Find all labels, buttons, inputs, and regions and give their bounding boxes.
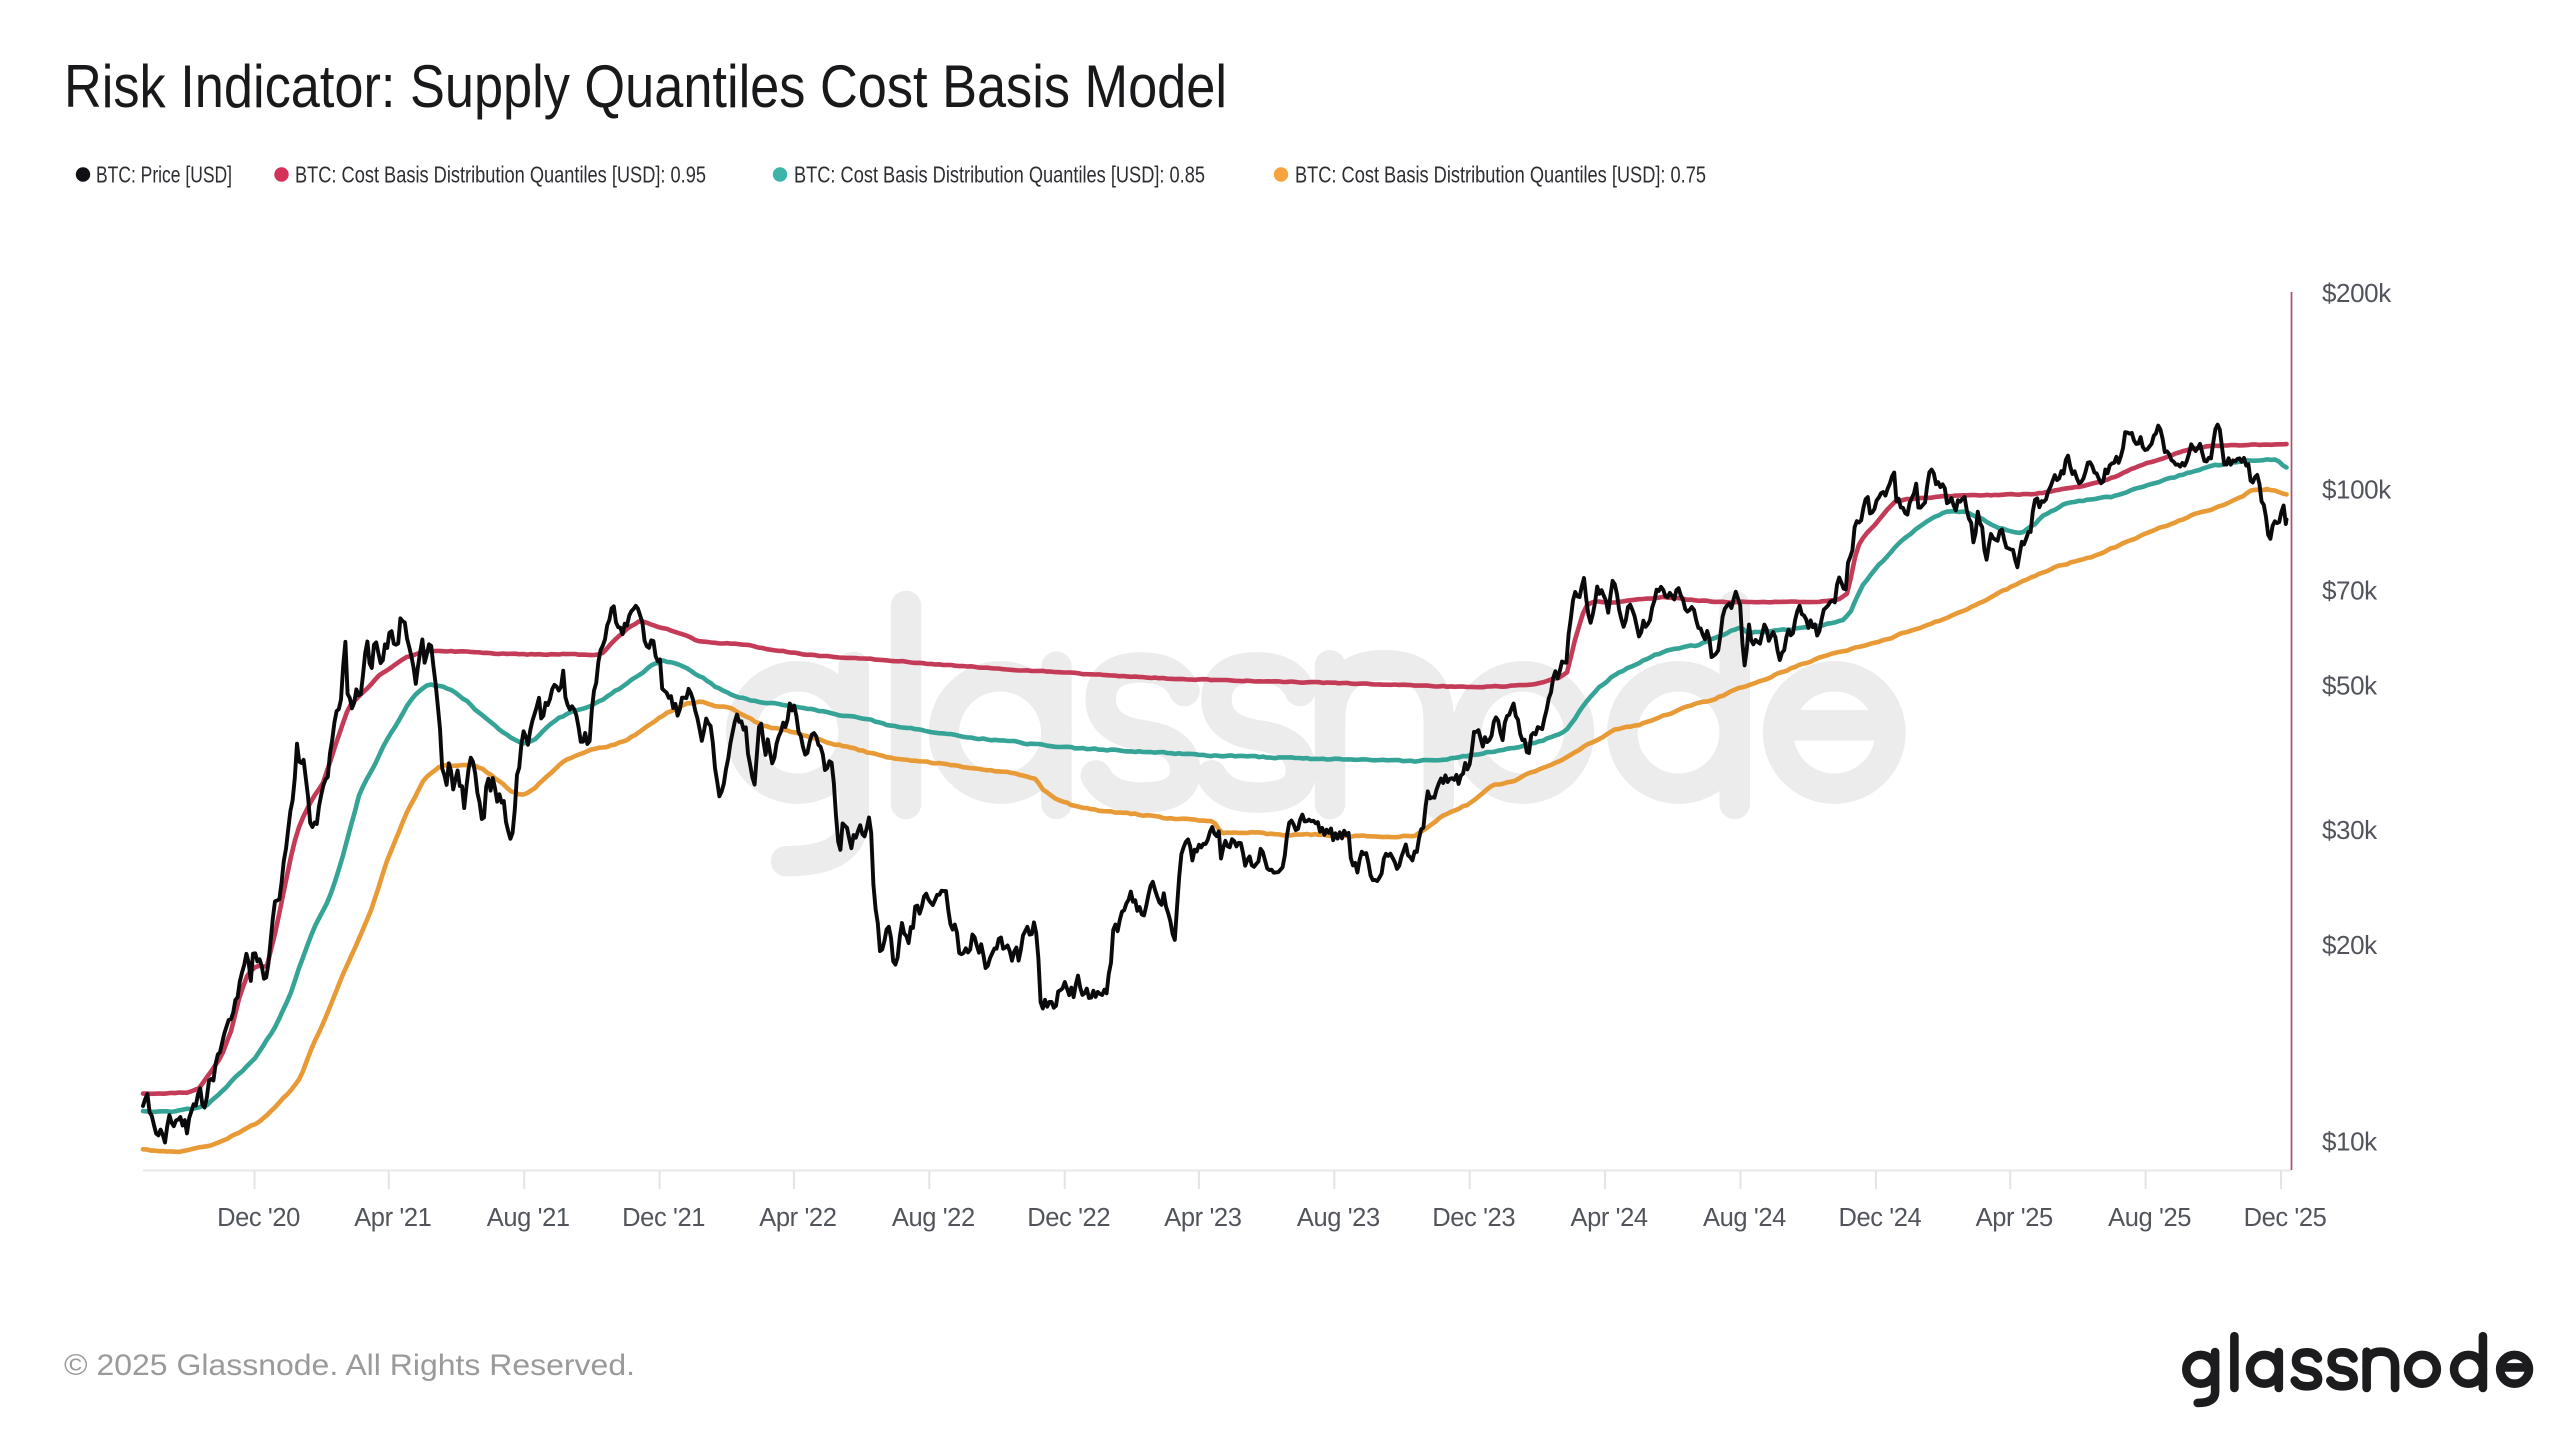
svg-text:© 2025 Glassnode. All Rights R: © 2025 Glassnode. All Rights Reserved. [64, 1349, 635, 1382]
svg-text:Dec '21: Dec '21 [622, 1204, 705, 1232]
svg-text:Risk Indicator: Supply Quantil: Risk Indicator: Supply Quantiles Cost Ba… [64, 53, 1227, 120]
svg-text:Dec '20: Dec '20 [217, 1204, 300, 1232]
svg-text:Apr '24: Apr '24 [1570, 1204, 1647, 1232]
svg-text:$30k: $30k [2322, 815, 2378, 845]
svg-text:Apr '23: Apr '23 [1164, 1204, 1241, 1232]
svg-text:BTC: Cost Basis Distribution Q: BTC: Cost Basis Distribution Quantiles [… [295, 162, 706, 188]
svg-text:Apr '21: Apr '21 [354, 1204, 431, 1232]
svg-text:$50k: $50k [2322, 671, 2378, 701]
svg-text:BTC: Cost Basis Distribution Q: BTC: Cost Basis Distribution Quantiles [… [794, 162, 1205, 188]
svg-text:Aug '25: Aug '25 [2108, 1204, 2191, 1232]
svg-text:$10k: $10k [2322, 1126, 2378, 1156]
svg-text:Dec '23: Dec '23 [1432, 1204, 1515, 1232]
svg-text:Apr '25: Apr '25 [1976, 1204, 2053, 1232]
svg-text:$20k: $20k [2322, 930, 2378, 960]
svg-text:Aug '24: Aug '24 [1703, 1204, 1786, 1232]
svg-text:Aug '22: Aug '22 [892, 1204, 975, 1232]
svg-text:Aug '21: Aug '21 [487, 1204, 570, 1232]
svg-text:BTC: Price [USD]: BTC: Price [USD] [96, 162, 232, 188]
svg-text:Dec '24: Dec '24 [1838, 1204, 1921, 1232]
svg-text:Apr '22: Apr '22 [759, 1204, 836, 1232]
svg-text:$200k: $200k [2322, 278, 2392, 308]
svg-text:$100k: $100k [2322, 474, 2392, 504]
svg-text:BTC: Cost Basis Distribution Q: BTC: Cost Basis Distribution Quantiles [… [1295, 162, 1706, 188]
svg-text:Dec '25: Dec '25 [2244, 1204, 2327, 1232]
svg-text:$70k: $70k [2322, 575, 2378, 605]
svg-text:Dec '22: Dec '22 [1027, 1204, 1110, 1232]
svg-text:Aug '23: Aug '23 [1297, 1204, 1380, 1232]
